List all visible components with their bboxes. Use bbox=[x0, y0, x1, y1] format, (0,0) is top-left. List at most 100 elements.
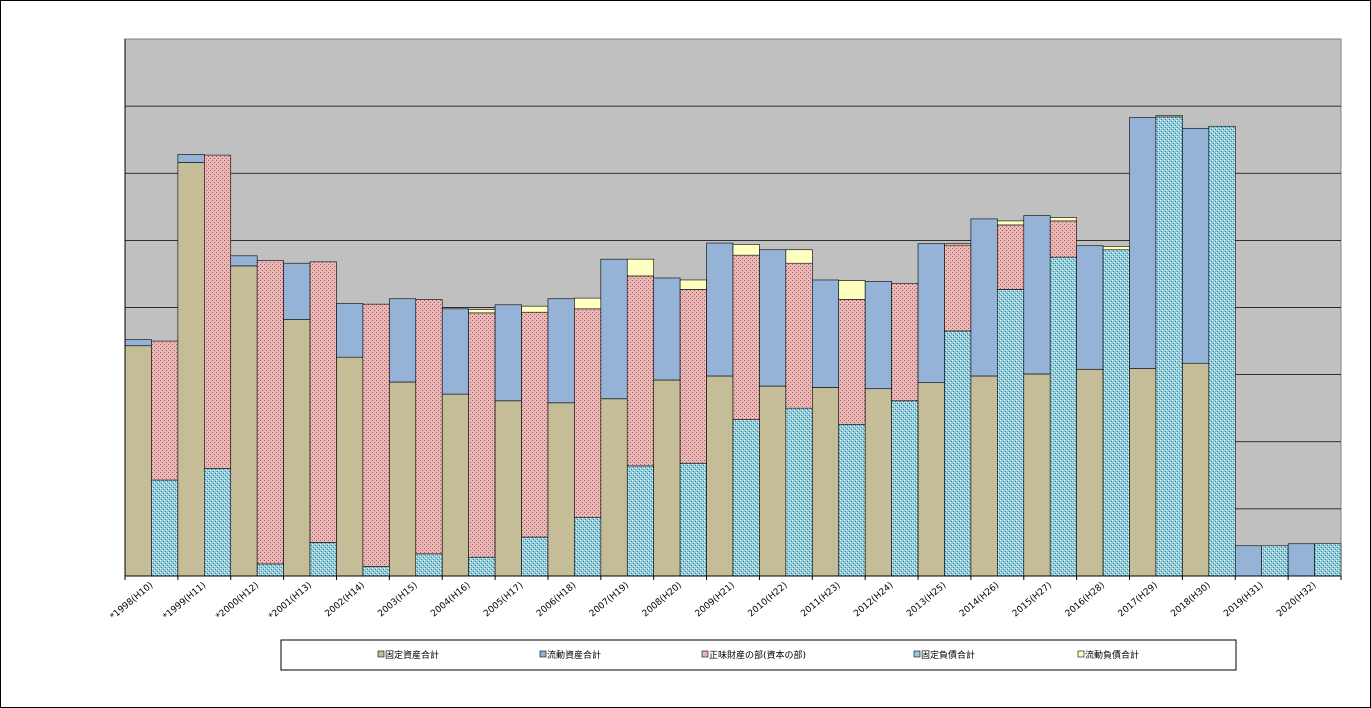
legend-swatch bbox=[539, 650, 547, 658]
x-tick-label: *1999(H11) bbox=[161, 581, 208, 623]
bar-segment bbox=[812, 387, 840, 577]
bar-segment bbox=[1102, 246, 1130, 251]
bar-segment bbox=[204, 154, 232, 469]
bar-segment bbox=[626, 465, 654, 577]
x-tick-label: 2011(H23) bbox=[799, 581, 842, 620]
bar-segment bbox=[494, 400, 522, 577]
bar-segment bbox=[1049, 256, 1077, 577]
bar-segment bbox=[812, 279, 840, 388]
x-tick-label: 2005(H17) bbox=[482, 581, 525, 620]
x-tick-label: 2015(H27) bbox=[1011, 581, 1054, 620]
bar-segment bbox=[626, 275, 654, 467]
bar-segment bbox=[944, 330, 972, 577]
x-tick-label: 2003(H15) bbox=[376, 581, 419, 620]
bar-segment bbox=[230, 265, 258, 577]
bar-segment bbox=[389, 298, 417, 383]
bar-segment bbox=[653, 379, 681, 577]
bar-segment bbox=[1102, 249, 1130, 577]
bar-segment bbox=[1076, 245, 1104, 370]
bar-segment bbox=[838, 280, 866, 300]
bar-segment bbox=[521, 536, 549, 577]
bar-segment bbox=[1182, 362, 1210, 577]
bar-segment bbox=[468, 556, 496, 577]
bar-segment bbox=[1287, 543, 1315, 577]
legend-swatch bbox=[377, 650, 385, 658]
bar-segment bbox=[362, 566, 390, 577]
legend-entry: 固定負債合計 bbox=[913, 649, 975, 661]
bar-segment bbox=[362, 303, 390, 567]
legend-swatch bbox=[1077, 650, 1085, 658]
x-tick-label: 2008(H20) bbox=[641, 581, 684, 620]
bar-segment bbox=[1049, 220, 1077, 258]
bar-segment bbox=[600, 398, 628, 577]
bar-segment bbox=[204, 468, 232, 577]
bar-segment bbox=[600, 258, 628, 400]
legend-label: 正味財産の部(資本の部) bbox=[709, 649, 806, 661]
x-tick-label: 2016(H28) bbox=[1064, 581, 1107, 620]
bar-segment bbox=[759, 385, 787, 577]
bar-segment bbox=[944, 244, 972, 332]
bar-segment bbox=[151, 340, 179, 481]
bar-segment bbox=[441, 308, 469, 395]
bar-segment bbox=[838, 299, 866, 425]
legend-box bbox=[280, 639, 1237, 671]
bar-segment bbox=[574, 297, 602, 310]
bar-segment bbox=[177, 162, 205, 577]
bar-segment bbox=[283, 319, 311, 577]
bar-segment bbox=[1182, 127, 1210, 364]
bar-segment bbox=[944, 243, 972, 246]
bar-segment bbox=[732, 244, 760, 256]
bar-segment bbox=[441, 393, 469, 577]
x-tick-label: 2014(H26) bbox=[958, 581, 1001, 620]
legend-entry: 固定資産合計 bbox=[377, 649, 439, 661]
bar-segment bbox=[1129, 368, 1157, 577]
bar-segment bbox=[1314, 543, 1342, 577]
x-tick-labels: *1998(H10) *1999(H11) *2000(H12) *2001(H13)… bbox=[109, 581, 1319, 623]
bar-segment bbox=[970, 218, 998, 377]
bar-segment bbox=[574, 308, 602, 518]
bar-segment bbox=[785, 249, 813, 264]
x-tick-label: 2018(H30) bbox=[1169, 581, 1212, 620]
bar-segment bbox=[124, 339, 152, 347]
bar-segment bbox=[679, 289, 707, 464]
legend-entry: 流動負債合計 bbox=[1077, 649, 1139, 661]
legend-label: 固定負債合計 bbox=[921, 649, 975, 661]
bar-segment bbox=[389, 381, 417, 577]
bar-segment bbox=[706, 375, 734, 577]
bar-segment bbox=[1155, 116, 1183, 577]
bar-segment bbox=[1023, 373, 1051, 577]
bar-segment bbox=[997, 220, 1025, 226]
legend-entry: 正味財産の部(資本の部) bbox=[701, 649, 806, 661]
bar-segment bbox=[997, 289, 1025, 577]
bar-segment bbox=[309, 261, 337, 543]
axes bbox=[124, 39, 1342, 580]
bar-segment bbox=[1076, 368, 1104, 577]
bar-segment bbox=[891, 400, 919, 577]
bar-segment bbox=[1049, 217, 1077, 222]
x-tick-label: 2009(H21) bbox=[694, 581, 737, 620]
x-tick-label: *2000(H12) bbox=[214, 581, 261, 623]
legend-label: 流動資産合計 bbox=[547, 649, 601, 661]
bar-segment bbox=[574, 517, 602, 577]
bar-segment bbox=[336, 303, 364, 358]
x-tick-label: 2012(H24) bbox=[852, 581, 895, 620]
bar-segment bbox=[679, 279, 707, 290]
bar-segment bbox=[494, 304, 522, 402]
x-tick-label: 2013(H25) bbox=[905, 581, 948, 620]
bar-segment bbox=[521, 311, 549, 538]
legend-label: 流動負債合計 bbox=[1085, 649, 1139, 661]
x-tick-label: *2001(H13) bbox=[267, 581, 314, 623]
bar-segment bbox=[256, 260, 284, 565]
x-tick-label: 2020(H32) bbox=[1275, 581, 1318, 620]
x-tick-label: 2017(H29) bbox=[1117, 581, 1160, 620]
bar-segment bbox=[917, 382, 945, 577]
bar-segment bbox=[283, 262, 311, 320]
bars bbox=[124, 115, 1342, 577]
bar-segment bbox=[336, 356, 364, 577]
x-tick-label: 2006(H18) bbox=[535, 581, 578, 620]
bar-segment bbox=[1234, 545, 1262, 577]
legend-swatch bbox=[913, 650, 921, 658]
bar-segment bbox=[759, 249, 787, 387]
bar-segment bbox=[653, 277, 681, 381]
